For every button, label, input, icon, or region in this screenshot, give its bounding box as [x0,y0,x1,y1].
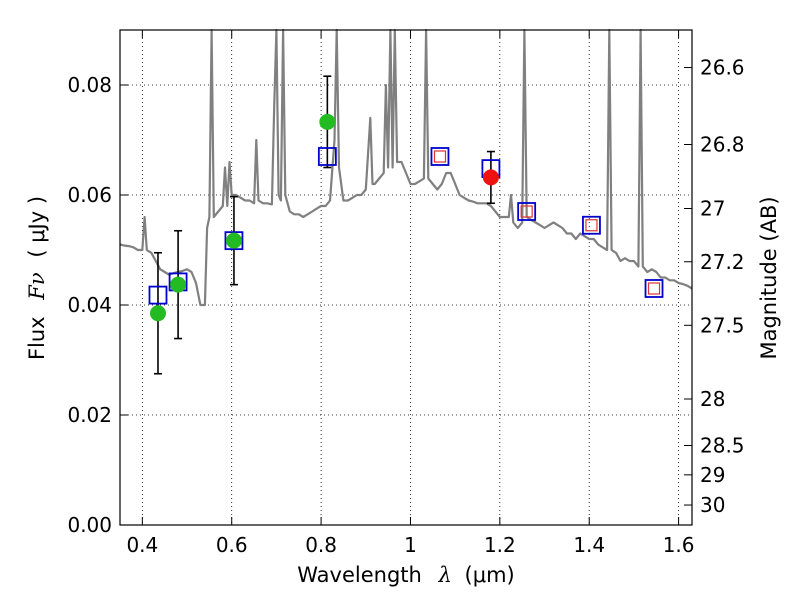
y-axis-label-symbol: Fν [25,272,49,301]
model-square [430,147,450,166]
y-tick-label: 0.06 [67,183,112,207]
x-tick-label: 0.6 [216,533,248,557]
model-inner-square [433,150,447,163]
x-axis-label-unit: (μm) [465,563,515,587]
observed-point [170,276,187,293]
x-tick-label: 0.4 [126,533,158,557]
y-tick-label: 0.00 [67,513,112,537]
spectrum-series [119,28,693,307]
model-inner-square [520,205,533,218]
model-square [317,147,337,166]
y-axis-label-unit: ( μJy ) [25,196,49,258]
magnitude-axis-label: Magnitude (AB) [757,196,781,359]
plot-frame [119,29,693,526]
model-square [517,202,537,221]
magnitude-tick-label: 26.6 [700,56,745,80]
x-tick-label: 1.4 [573,533,605,557]
model-inner-square [585,219,598,232]
model-square [644,279,664,298]
magnitude-tick-label: 27 [700,197,725,221]
y-tick-label: 0.04 [67,293,112,317]
x-tick-label: 1.2 [484,533,516,557]
x-tick-label: 0.8 [305,533,337,557]
magnitude-tick-label: 30 [700,493,725,517]
magnitude-tick-label: 28.5 [700,434,745,458]
magnitude-tick-label: 27.5 [700,313,745,337]
y-tick-label: 0.02 [67,403,112,427]
model-inner-square [647,282,661,295]
magnitude-tick-label: 26.8 [700,132,745,156]
observed-points [149,113,499,322]
model-square [582,215,601,235]
x-axis-label-text: Wavelength [297,563,422,587]
magnitude-tick-label: 28 [700,387,725,411]
model-square [148,285,168,305]
y-tick-label: 0.08 [67,73,112,97]
axis-ticks: 0.4 0.6 0.8 1 1.2 1.4 1.6 0.00 0.02 0.04 0.06 0.08 2… [67,30,745,557]
magnitude-tick-label: 27.2 [700,250,745,274]
x-axis-label-symbol: λ [438,563,452,587]
y-axis-label: Flux Fν ( μJy ) [25,196,49,360]
x-tick-label: 1 [404,533,417,557]
observed-point [319,113,336,130]
y-axis-label-text: Flux [25,316,49,360]
x-tick-label: 1.6 [663,533,695,557]
observed-point [225,232,242,249]
magnitude-tick-label: 29 [700,463,725,487]
model-square [224,231,244,251]
highlight-point [482,169,499,186]
spectrum-line [119,28,693,307]
observed-point [149,305,166,322]
x-axis-label: Wavelength λ (μm) [297,563,514,587]
